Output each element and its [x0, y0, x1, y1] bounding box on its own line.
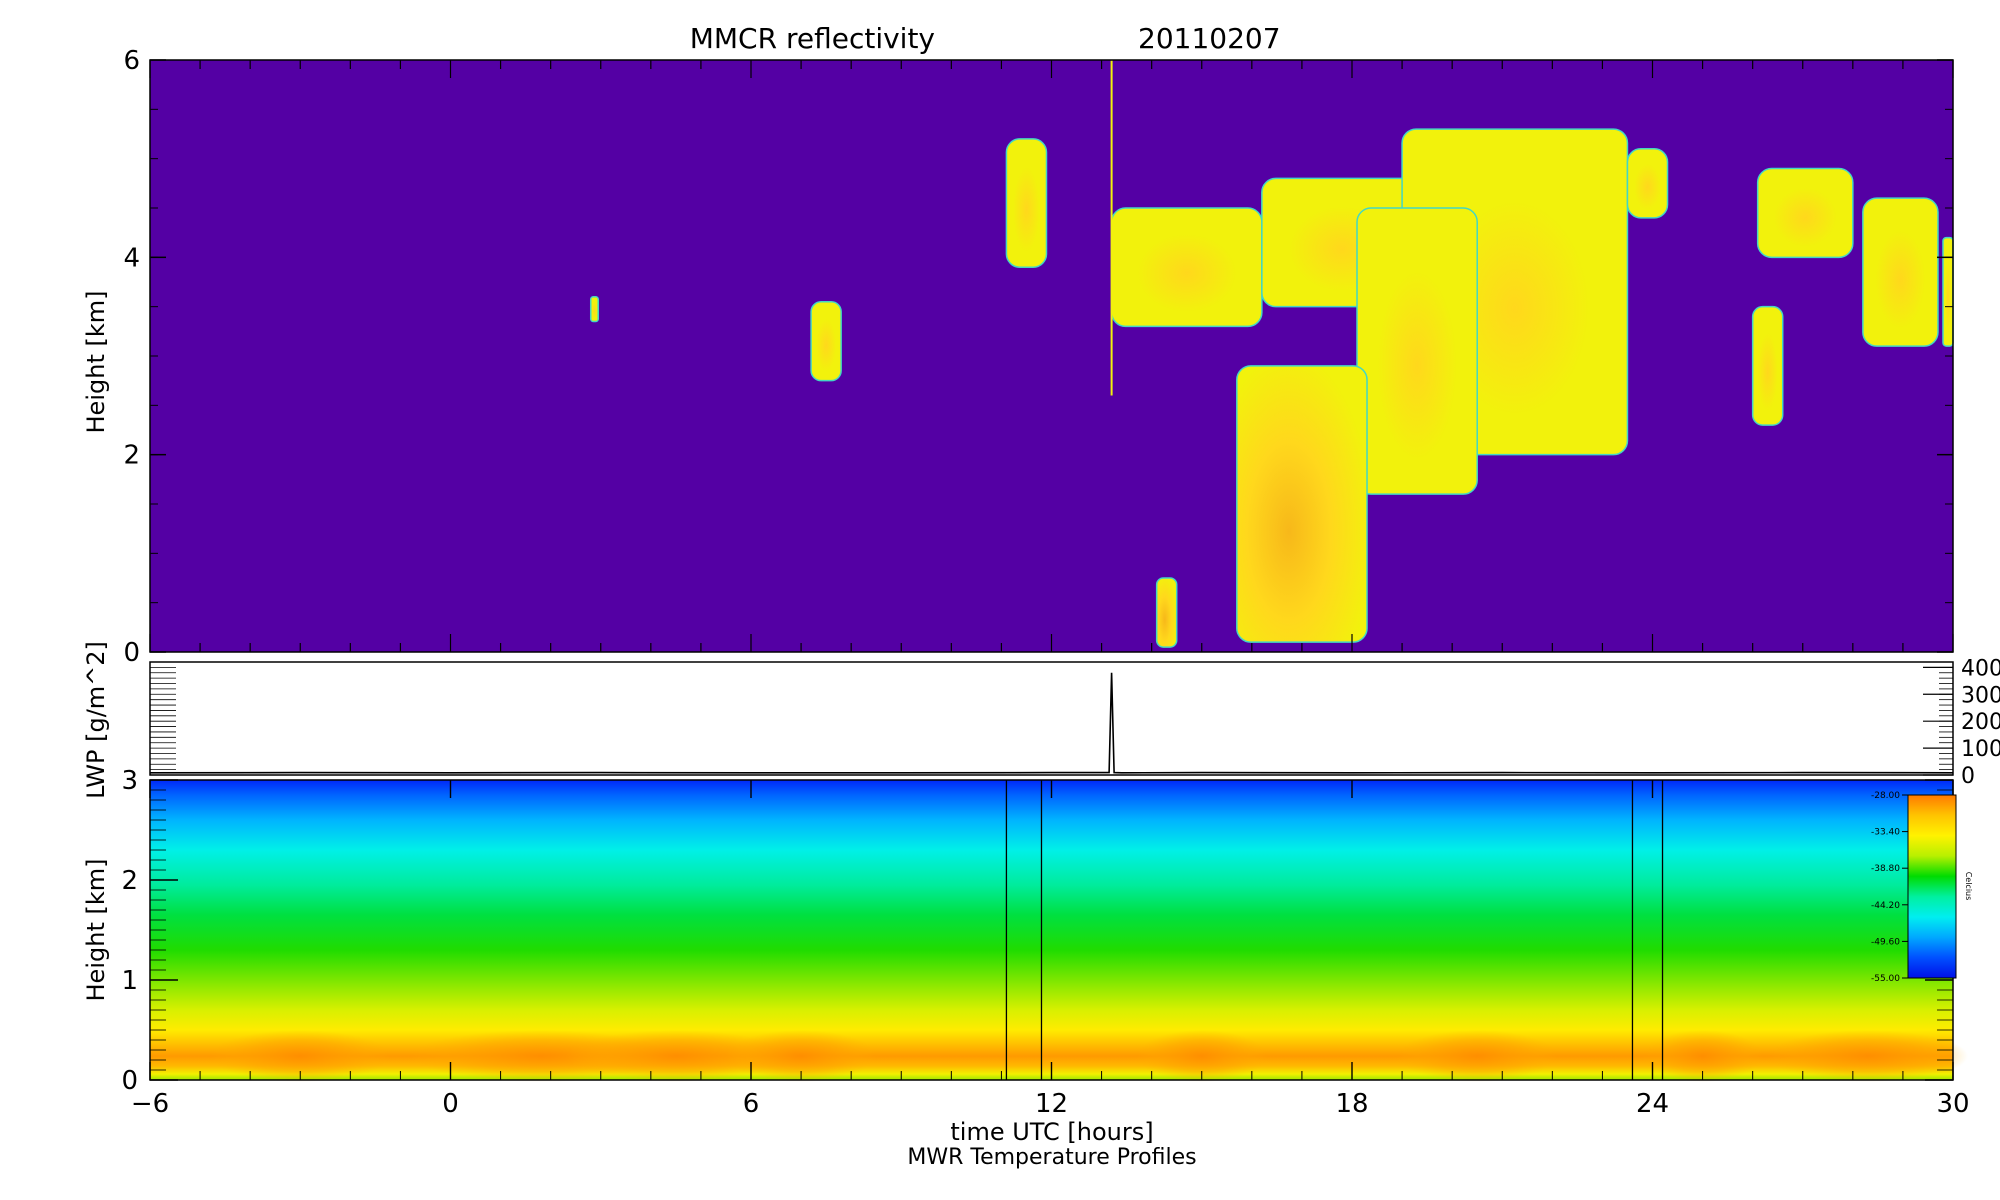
echo-region [1110, 207, 1263, 328]
warm-spot [1642, 1030, 1763, 1082]
chart-date: 20110207 [1138, 22, 1281, 55]
panel-caption: MWR Temperature Profiles [907, 1145, 1196, 1170]
warm-spot [1397, 1030, 1558, 1082]
reflectivity-echoes [589, 128, 1954, 648]
missing-data-band [1632, 780, 1663, 1080]
warm-spot [1136, 1030, 1267, 1082]
y-tick-label: 6 [123, 46, 140, 76]
x-axis-label: time UTC [hours] [950, 1118, 1153, 1146]
echo-region [589, 296, 599, 323]
x-tick-label: 18 [1335, 1089, 1368, 1119]
lwp-tick-label: 300 [1961, 683, 2000, 708]
colorbar-tick-label: -55.00 [1871, 974, 1900, 984]
temp-y-tick-label: 1 [121, 966, 138, 996]
echo-region [1862, 197, 1939, 347]
reflectivity-frame [149, 59, 1954, 653]
echo-region [1942, 236, 1954, 347]
echo-region [1626, 148, 1669, 219]
colorbar-tick-label: -38.80 [1871, 864, 1900, 874]
colorbar-tick-label: -44.20 [1871, 901, 1900, 911]
warm-spot [210, 1030, 391, 1082]
colorbar-ticks: -28.00 -33.40 -38.80 -44.20 -49.60 -55.00 [1871, 791, 1908, 984]
lwp-y-label: LWP [g/m^2] [82, 641, 110, 799]
temp-y-tick-label: 3 [121, 766, 138, 796]
colorbar-tick-label: -49.60 [1871, 937, 1900, 947]
missing-data-band [1006, 780, 1042, 1080]
echo-region [1756, 167, 1854, 259]
reflectivity-y-label: Height [km] [82, 291, 110, 434]
lwp-tick-label: 200 [1961, 710, 2000, 735]
x-tick-label: 12 [1035, 1089, 1068, 1119]
lwp-tick-label: 100 [1961, 737, 2000, 762]
x-tick-label: 24 [1636, 1089, 1669, 1119]
lwp-frame [149, 661, 1954, 776]
colorbar-tick-label: -33.40 [1871, 828, 1900, 838]
echo-region [810, 300, 842, 382]
reflectivity-ticks: 0 2 4 6 [123, 46, 1954, 668]
warm-spot [565, 1030, 787, 1082]
reflectivity-panel: 0 2 4 6 Height [km] [82, 46, 1954, 668]
temp-y-tick-label: 2 [121, 866, 138, 896]
echo-region [1155, 577, 1178, 648]
chart-title: MMCR reflectivity [690, 22, 935, 55]
colorbar: -28.00 -33.40 -38.80 -44.20 -49.60 -55.00 Cel… [1871, 791, 1973, 984]
y-tick-label: 0 [123, 638, 140, 668]
lwp-tick-label: 400 [1961, 656, 2000, 681]
echo-region [1236, 365, 1368, 643]
x-tick-label: 30 [1936, 1089, 1969, 1119]
echo-region [1751, 305, 1784, 426]
lwp-tick-label: 0 [1961, 764, 1975, 789]
x-tick-label: −6 [131, 1089, 169, 1119]
warm-spot [1767, 1030, 1969, 1082]
y-tick-label: 4 [123, 243, 140, 273]
colorbar-tick-label: -28.00 [1871, 791, 1900, 801]
echo-region [1356, 207, 1478, 495]
echo-region [1005, 138, 1048, 268]
reflectivity-background [150, 60, 1953, 652]
y-tick-label: 2 [123, 441, 140, 471]
x-tick-label: 6 [743, 1089, 760, 1119]
lwp-series-line [149, 672, 1954, 774]
temperature-y-label: Height [km] [82, 859, 110, 1002]
colorbar-unit-label: Celcius [1964, 872, 1973, 901]
temp-y-tick-label: 0 [121, 1066, 138, 1096]
temperature-warm-spots [210, 1030, 1969, 1082]
temperature-missing-bands [1005, 780, 1664, 1080]
warm-spot [725, 1030, 877, 1082]
colorbar-gradient [1907, 794, 1957, 979]
x-tick-label: 0 [442, 1089, 459, 1119]
